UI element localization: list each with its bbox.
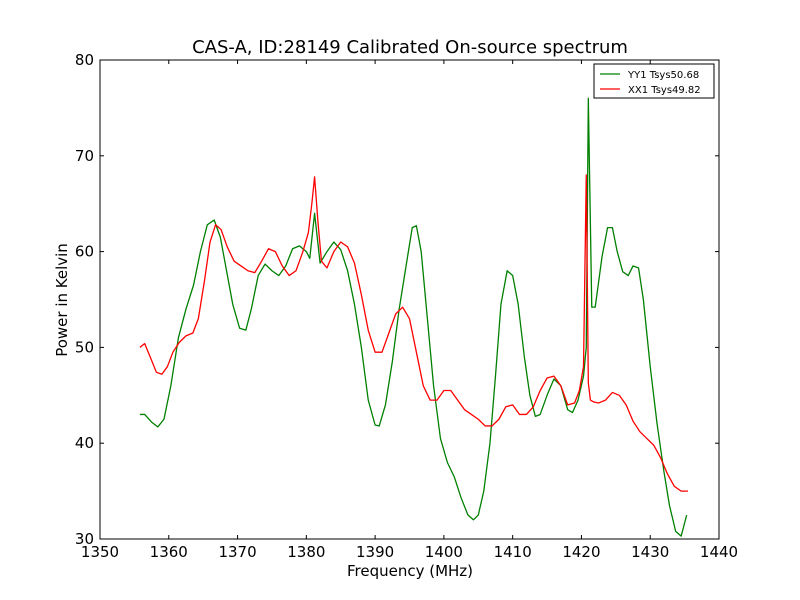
legend-box — [593, 63, 715, 99]
axes-frame — [99, 59, 720, 540]
x-tick-label-1400: 1400 — [425, 543, 463, 561]
x-tick-label-1430: 1430 — [631, 543, 669, 561]
legend-label-0: YY1 Tsys50.68 — [627, 70, 699, 81]
y-tick-label-60: 60 — [75, 243, 94, 261]
x-tick-label-1440: 1440 — [700, 543, 738, 561]
x-tick-label-1380: 1380 — [287, 543, 325, 561]
x-tick-label-1360: 1360 — [150, 543, 188, 561]
y-tick-label-50: 50 — [75, 338, 94, 356]
x-tick-label-1370: 1370 — [218, 543, 256, 561]
chart-title: CAS-A, ID:28149 Calibrated On-source spe… — [192, 37, 628, 58]
legend-label-1: XX1 Tsys49.82 — [628, 85, 701, 96]
series-line-0 — [139, 97, 688, 537]
x-tick-label-1420: 1420 — [562, 543, 600, 561]
y-tick-label-70: 70 — [75, 147, 94, 165]
legend: YY1 Tsys50.68 XX1 Tsys49.82 — [593, 63, 715, 99]
x-axis-label: Frequency (MHz) — [347, 562, 473, 580]
y-tick-label-80: 80 — [75, 51, 94, 69]
series-line-1 — [139, 174, 689, 492]
plot-area: 1350 1360 1370 1380 1390 1400 1410 1420 1430 1440… — [75, 51, 738, 561]
x-tick-label-1410: 1410 — [494, 543, 532, 561]
y-tick-label-30: 30 — [75, 530, 94, 548]
y-tick-label-40: 40 — [75, 434, 94, 452]
x-tick-label-1350: 1350 — [81, 543, 119, 561]
y-axis-label: Power in Kelvin — [53, 243, 71, 357]
x-tick-label-1390: 1390 — [356, 543, 394, 561]
